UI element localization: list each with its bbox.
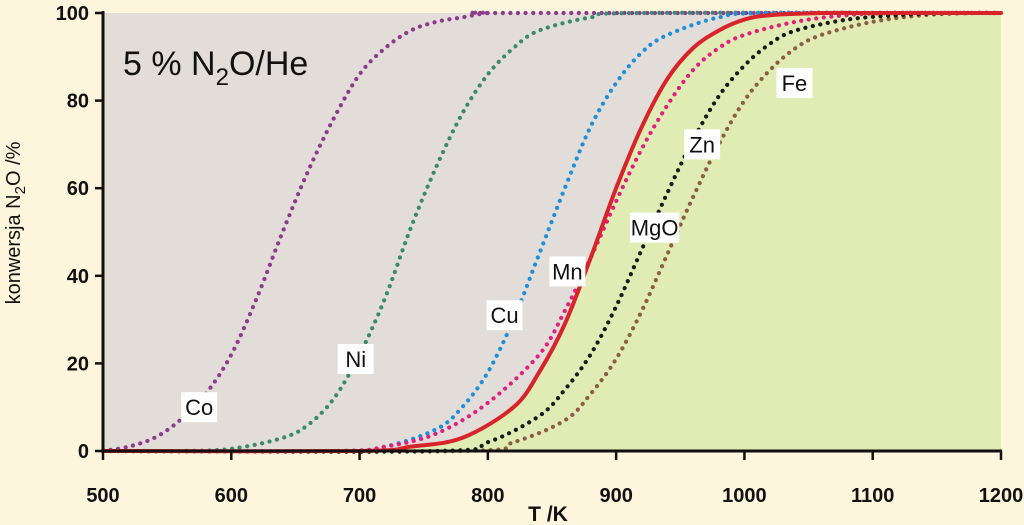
series-line-co <box>100 10 1004 454</box>
series-line-mgo <box>101 10 1003 454</box>
y-tick-label: 60 <box>67 178 89 200</box>
series-label-cu: Cu <box>486 300 523 331</box>
green-fill-area <box>103 12 1001 452</box>
series-label-text: Cu <box>490 303 518 328</box>
x-tick-label: 500 <box>86 485 119 507</box>
series-line-zn <box>100 10 1004 454</box>
y-tick-label: 20 <box>67 353 89 375</box>
series-label-box <box>684 129 721 160</box>
series-label-ni: Ni <box>337 344 374 375</box>
y-axis-label: konwersja N2O /% <box>3 141 29 304</box>
series-labels-layer: Co Ni Cu Mn MgO Zn Fe <box>181 68 813 423</box>
series-label-box <box>776 68 813 99</box>
series-label-box <box>630 212 680 243</box>
series-label-box <box>181 392 218 423</box>
x-tick-label: 900 <box>599 485 632 507</box>
series-label-mgo: MgO <box>630 212 680 243</box>
y-tick-label: 100 <box>56 3 89 25</box>
x-tick-label: 1100 <box>851 485 894 507</box>
ticks-layer: 500 600 700 800 900 1000 1100 1200 0 20 40 60 80 100 <box>56 3 1024 507</box>
y-tick-label: 40 <box>67 266 89 288</box>
series-label-text: Ni <box>345 347 366 372</box>
x-tick-label: 600 <box>215 485 248 507</box>
series-label-mn: Mn <box>549 256 586 287</box>
y-tick-label: 0 <box>78 441 89 463</box>
y-tick-label: 80 <box>67 91 89 113</box>
series-label-box <box>337 344 374 375</box>
series-label-text: Co <box>185 395 213 420</box>
series-layer <box>100 10 1004 454</box>
series-label-box <box>549 256 586 287</box>
axes-layer <box>101 11 1002 453</box>
x-axis-label: T /K <box>528 503 568 525</box>
series-label-text: Fe <box>782 71 808 96</box>
series-label-text: Zn <box>689 132 715 157</box>
x-tick-label: 800 <box>471 485 504 507</box>
series-label-box <box>486 300 523 331</box>
x-tick-label: 1000 <box>722 485 767 507</box>
series-label-fe: Fe <box>776 68 813 99</box>
x-tick-label: 700 <box>343 485 376 507</box>
series-label-text: Mn <box>552 259 583 284</box>
series-line-fe <box>100 10 1004 454</box>
series-label-co: Co <box>181 392 218 423</box>
chart-title: 5 % N2O/He <box>123 45 308 91</box>
series-label-zn: Zn <box>684 129 721 160</box>
x-tick-label: 1200 <box>979 485 1024 507</box>
series-label-text: MgO <box>631 216 679 241</box>
